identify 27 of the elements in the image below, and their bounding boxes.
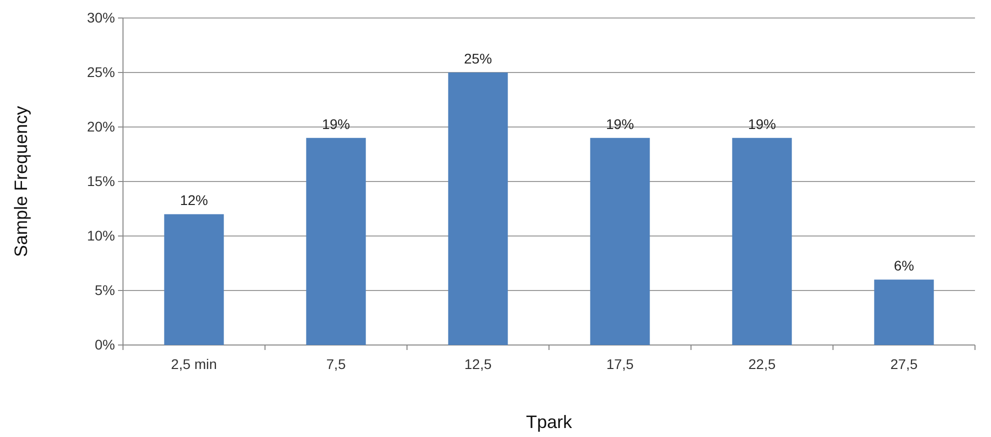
x-tick-label: 2,5 min [171,356,217,372]
y-tick-label: 10% [86,227,115,244]
y-tick-label: 30% [86,9,115,26]
data-label: 25% [464,50,492,66]
bar [590,138,650,345]
data-label: 19% [606,116,634,132]
data-label: 6% [894,258,914,274]
y-tick-label: 0% [94,336,115,352]
bar [306,138,366,345]
bar [164,214,224,345]
y-tick-label: 15% [86,172,115,189]
x-tick-label: 12,5 [464,356,492,372]
x-axis-title: Tpark [526,412,574,432]
y-tick-label: 25% [86,64,115,80]
data-label: 19% [748,116,776,132]
data-label: 19% [322,116,350,132]
x-tick-label: 27,5 [890,356,918,372]
data-label: 12% [180,192,208,208]
x-tick-label: 17,5 [606,356,634,372]
y-axis-title: Sample Frequency [11,106,31,258]
bar [448,72,508,345]
x-tick-label: 7,5 [326,356,346,372]
bar [874,280,934,345]
y-tick-label: 5% [94,282,115,298]
x-tick-label: 22,5 [748,356,776,372]
bar [732,138,792,345]
y-tick-label: 20% [86,118,115,134]
